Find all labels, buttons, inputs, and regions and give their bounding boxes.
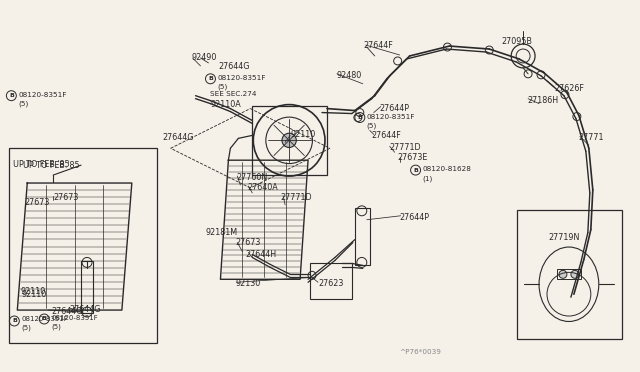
Bar bbox=[557, 269, 581, 279]
Text: 92490: 92490 bbox=[191, 53, 217, 62]
Text: (5): (5) bbox=[51, 324, 61, 330]
Text: 27644H: 27644H bbox=[245, 250, 276, 259]
Text: 92110: 92110 bbox=[290, 131, 316, 140]
Text: 27673: 27673 bbox=[53, 193, 79, 202]
Bar bbox=[10, 148, 157, 343]
Text: B: B bbox=[357, 115, 362, 120]
Text: 27095B: 27095B bbox=[501, 37, 532, 46]
Bar bbox=[517, 210, 621, 339]
Bar bbox=[310, 263, 352, 299]
Text: 27623: 27623 bbox=[318, 279, 344, 288]
Text: 27644G: 27644G bbox=[218, 62, 250, 71]
Text: 27644G: 27644G bbox=[51, 307, 83, 316]
Text: 27644F: 27644F bbox=[364, 41, 394, 50]
Text: 27673E: 27673E bbox=[397, 153, 428, 162]
Text: 27644G: 27644G bbox=[69, 305, 100, 314]
Text: UP TO FEB.'85: UP TO FEB.'85 bbox=[13, 160, 70, 169]
Bar bbox=[355, 208, 370, 265]
Text: 08120-81628: 08120-81628 bbox=[422, 166, 472, 172]
Text: (5): (5) bbox=[19, 101, 29, 107]
Text: B: B bbox=[413, 168, 418, 173]
Text: ^P76*0039: ^P76*0039 bbox=[399, 349, 442, 355]
Text: (5): (5) bbox=[21, 325, 31, 331]
Text: 27626F: 27626F bbox=[554, 84, 584, 93]
Text: 92480: 92480 bbox=[337, 71, 362, 80]
Circle shape bbox=[282, 133, 296, 147]
Text: 27644F: 27644F bbox=[372, 131, 401, 140]
Bar bbox=[81, 262, 93, 313]
Text: 27186H: 27186H bbox=[527, 96, 558, 105]
Text: 08120-8351F: 08120-8351F bbox=[21, 316, 68, 322]
Text: 27673: 27673 bbox=[24, 198, 50, 207]
Text: 92110: 92110 bbox=[21, 290, 47, 299]
Text: 08120-8351F: 08120-8351F bbox=[51, 315, 98, 321]
Text: 08120-8351F: 08120-8351F bbox=[19, 92, 67, 98]
Text: B: B bbox=[12, 318, 17, 324]
Text: 92110A: 92110A bbox=[211, 100, 241, 109]
Text: B: B bbox=[208, 76, 213, 81]
Bar bbox=[252, 106, 327, 175]
Text: B: B bbox=[9, 93, 14, 98]
Text: B: B bbox=[42, 317, 47, 321]
Text: UP TO FEB.'85: UP TO FEB.'85 bbox=[23, 161, 80, 170]
Text: (5): (5) bbox=[367, 122, 377, 129]
Text: SEE SEC.274: SEE SEC.274 bbox=[211, 91, 257, 97]
Text: 27771: 27771 bbox=[579, 134, 604, 142]
Text: 27644P: 27644P bbox=[399, 213, 429, 222]
Text: 27760N: 27760N bbox=[236, 173, 268, 182]
Text: 08120-8351F: 08120-8351F bbox=[367, 113, 415, 119]
Text: 27719N: 27719N bbox=[548, 232, 579, 242]
Text: 08120-8351F: 08120-8351F bbox=[218, 75, 266, 81]
Text: 92181M: 92181M bbox=[205, 228, 237, 237]
Circle shape bbox=[571, 270, 579, 278]
Text: 27673: 27673 bbox=[236, 238, 260, 247]
Text: (5): (5) bbox=[218, 84, 228, 90]
Text: 92130: 92130 bbox=[236, 279, 260, 288]
Text: (1): (1) bbox=[422, 175, 433, 182]
Text: 27771D: 27771D bbox=[280, 193, 312, 202]
Text: 92110: 92110 bbox=[20, 287, 45, 296]
Text: 27771D: 27771D bbox=[390, 143, 421, 152]
Text: 27644G: 27644G bbox=[163, 134, 194, 142]
Circle shape bbox=[559, 270, 567, 278]
Text: 27640A: 27640A bbox=[247, 183, 278, 192]
Text: 27644P: 27644P bbox=[380, 104, 410, 113]
